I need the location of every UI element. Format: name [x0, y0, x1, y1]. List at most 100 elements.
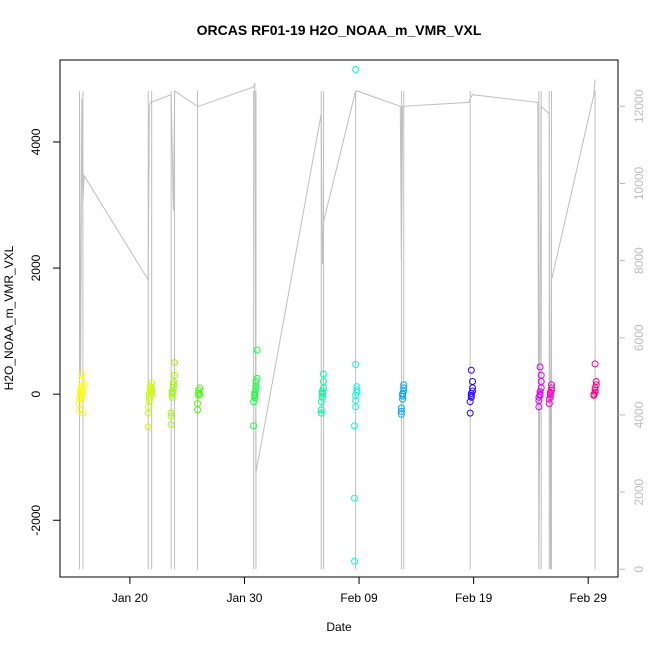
data-point	[147, 384, 154, 392]
data-point	[397, 407, 405, 415]
data-point	[318, 387, 326, 395]
data-point	[250, 422, 258, 430]
data-point	[548, 381, 555, 389]
y2-tick-label: 8000	[632, 247, 646, 274]
data-point	[144, 423, 152, 431]
data-point	[144, 403, 152, 411]
data-point	[250, 398, 258, 406]
secondary-series-line	[79, 79, 596, 570]
data-point	[171, 359, 179, 367]
data-point	[252, 385, 260, 393]
data-point	[469, 387, 476, 395]
data-point	[167, 409, 175, 417]
y-axis-label: H2O_NOAA_m_VMR_VXL	[2, 245, 16, 390]
data-point	[351, 557, 358, 565]
data-point	[591, 388, 599, 396]
series-rf11	[545, 381, 555, 408]
data-point	[469, 378, 476, 385]
data-point	[467, 393, 475, 401]
data-point	[80, 381, 88, 389]
data-point	[167, 420, 175, 428]
data-point	[78, 383, 86, 391]
data-point	[169, 381, 177, 389]
data-point	[251, 390, 259, 398]
y2-tick-label: 4000	[632, 401, 646, 428]
data-point	[195, 389, 203, 397]
data-point	[79, 391, 87, 399]
secondary-line-layer	[79, 79, 596, 570]
x-tick-label: Feb 09	[340, 591, 378, 605]
data-point	[196, 390, 204, 398]
data-point	[535, 397, 543, 404]
data-point	[252, 378, 260, 385]
y-tick-label: 0	[29, 391, 43, 398]
data-point	[169, 378, 177, 385]
data-point	[536, 363, 544, 371]
data-point	[351, 422, 358, 430]
data-point	[78, 370, 86, 378]
series-rf06	[317, 370, 327, 417]
data-point	[79, 409, 87, 417]
data-point	[253, 374, 261, 382]
data-point	[545, 400, 553, 408]
data-point	[592, 381, 600, 389]
y2-tick-label: 2000	[632, 478, 646, 505]
data-point	[352, 361, 360, 368]
axis-layer: Jan 20 Jan 30 Feb 09 Feb 19 Feb 29 -2000 0 2000…	[29, 89, 646, 605]
series-rf04	[194, 384, 204, 414]
data-point	[590, 390, 598, 398]
data-point	[353, 386, 361, 394]
data-point	[76, 400, 83, 408]
series-rf07	[351, 66, 361, 565]
data-point	[317, 398, 325, 406]
series-rf02	[144, 379, 156, 431]
data-point	[536, 388, 544, 396]
y2-tick-label: 6000	[632, 324, 646, 351]
data-point	[537, 371, 545, 379]
data-point	[399, 392, 407, 400]
data-point	[467, 366, 475, 374]
x-axis-label: Date	[326, 620, 352, 634]
data-point	[317, 409, 325, 417]
series-rf12	[590, 360, 600, 399]
y-tick-label: -2000	[29, 505, 43, 536]
series-rf09	[466, 366, 476, 417]
data-point	[320, 370, 327, 378]
plot-frame	[59, 59, 619, 578]
data-point	[195, 391, 203, 399]
data-point	[353, 383, 361, 391]
y-tick-label: 4000	[29, 128, 43, 155]
series-rf10	[535, 363, 545, 411]
data-point	[148, 391, 156, 399]
y2-tick-label: 10000	[632, 166, 646, 200]
data-point	[252, 382, 260, 390]
data-point	[147, 388, 154, 396]
x-tick-label: Jan 30	[226, 591, 262, 605]
data-point	[466, 409, 474, 417]
data-point	[591, 384, 599, 392]
data-point	[546, 391, 554, 399]
x-tick-label: Jan 20	[112, 591, 148, 605]
data-point	[351, 494, 358, 502]
data-point	[352, 397, 360, 404]
data-point	[168, 389, 176, 397]
data-point	[171, 371, 179, 379]
y-tick-label: 2000	[29, 254, 43, 281]
data-point	[253, 346, 261, 354]
data-point	[318, 389, 326, 397]
x-tick-label: Feb 29	[570, 591, 608, 605]
data-point	[592, 378, 600, 385]
data-point	[399, 390, 407, 398]
data-point	[548, 384, 555, 392]
data-point	[317, 406, 325, 414]
data-point	[591, 360, 599, 368]
series-rf01	[76, 370, 88, 417]
y2-tick-label: 12000	[632, 89, 646, 123]
data-point	[467, 391, 475, 399]
data-point	[148, 379, 156, 387]
series-rf08	[397, 381, 408, 418]
series-rf05	[250, 346, 261, 430]
data-point	[167, 412, 175, 420]
point-layer	[76, 66, 600, 565]
